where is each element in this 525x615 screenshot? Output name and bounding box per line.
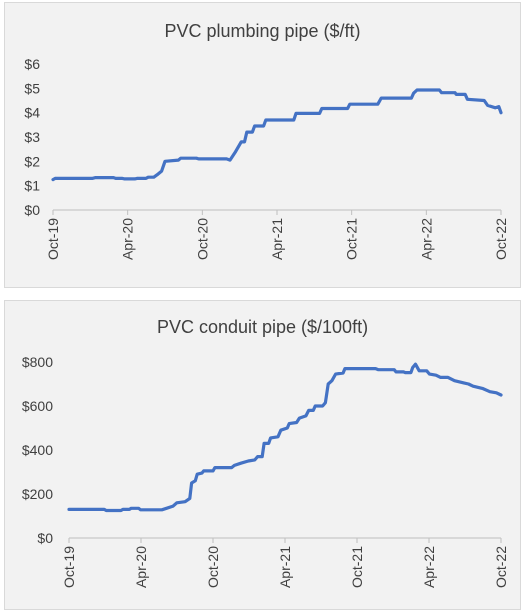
series-line [51, 88, 503, 182]
x-tick-label: Oct-19 [61, 546, 77, 588]
series-line [67, 362, 503, 513]
y-tick-label: $5 [24, 80, 40, 96]
x-tick-label: Apr-21 [277, 546, 293, 588]
y-tick-label: $400 [22, 442, 53, 458]
x-tick-label: Oct-20 [205, 546, 221, 588]
x-tick-label: Apr-22 [421, 546, 437, 588]
x-tick-label: Apr-22 [418, 218, 434, 260]
chart-panel-conduit: PVC conduit pipe ($/100ft) $0 $200 $400 $60… [4, 300, 521, 610]
plumbing-chart-plot: $0 $1 $2 $3 $4 $5 $6 Oct-19 Apr-20 Oct-20 Apr-21 Oc… [24, 56, 509, 260]
y-tick-label: $800 [22, 354, 53, 370]
y-tick-label: $1 [24, 178, 40, 194]
x-tick-label: Apr-21 [269, 218, 285, 260]
x-tick-label: Oct-21 [349, 546, 365, 588]
x-tick-label: Apr-20 [133, 546, 149, 588]
x-tick-label: Oct-21 [344, 218, 360, 260]
y-tick-label: $600 [22, 398, 53, 414]
y-tick-label: $2 [24, 153, 40, 169]
y-tick-label: $200 [22, 486, 53, 502]
chart-title: PVC plumbing pipe ($/ft) [164, 21, 361, 41]
x-tick-label: Oct-22 [493, 218, 509, 260]
chart-title: PVC conduit pipe ($/100ft) [156, 317, 369, 337]
y-tick-label: $3 [24, 129, 40, 145]
x-tick-label: Apr-20 [120, 218, 136, 260]
y-tick-label: $0 [24, 202, 40, 218]
y-tick-label: $0 [37, 530, 53, 546]
conduit-chart-plot: $0 $200 $400 $600 $800 Oct-19 Apr-20 Oct-20 Apr-… [22, 354, 509, 588]
x-tick-label: Oct-22 [493, 546, 509, 588]
y-tick-label: $4 [24, 105, 40, 121]
y-tick-label: $6 [24, 56, 40, 72]
x-tick-label: Oct-20 [194, 218, 210, 260]
chart-panel-plumbing: PVC plumbing pipe ($/ft) $0 $1 $2 $3 $4 $5 $6 O… [4, 2, 521, 288]
x-tick-label: Oct-19 [45, 218, 61, 260]
